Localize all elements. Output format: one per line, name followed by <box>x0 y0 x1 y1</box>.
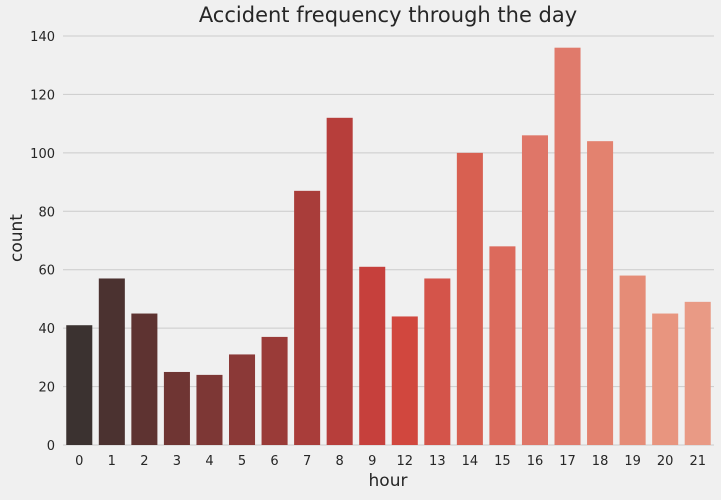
bar-hour-12 <box>391 316 418 445</box>
y-tick-label: 40 <box>38 322 55 337</box>
x-tick-label: 1 <box>108 454 116 469</box>
bars <box>66 47 711 446</box>
bar-hour-4 <box>196 374 223 445</box>
x-tick-label: 14 <box>462 454 479 469</box>
bar-hour-1 <box>98 278 125 445</box>
x-tick-label: 17 <box>559 454 576 469</box>
x-tick-label: 4 <box>205 454 213 469</box>
bar-hour-0 <box>66 325 93 445</box>
bar-hour-16 <box>521 135 548 446</box>
bar-hour-9 <box>359 266 386 445</box>
y-tick-label: 0 <box>47 439 55 454</box>
x-tick-label: 2 <box>140 454 148 469</box>
bar-hour-15 <box>489 246 516 445</box>
x-tick-label: 21 <box>689 454 706 469</box>
x-tick-label: 5 <box>238 454 246 469</box>
x-tick-label: 3 <box>173 454 181 469</box>
y-tick-label: 80 <box>38 205 55 220</box>
bar-hour-17 <box>554 47 581 445</box>
bar-hour-6 <box>261 336 288 445</box>
bar-hour-5 <box>229 354 256 445</box>
y-tick-label: 140 <box>30 30 55 45</box>
bar-hour-19 <box>619 275 646 445</box>
bar-hour-8 <box>326 117 353 446</box>
x-tick-label: 15 <box>494 454 511 469</box>
bar-hour-21 <box>684 301 711 445</box>
x-tick-label: 18 <box>592 454 609 469</box>
y-axis-label: count <box>7 214 27 262</box>
x-tick-label: 16 <box>527 454 544 469</box>
grid-lines <box>63 35 714 446</box>
y-tick-label: 100 <box>30 147 55 162</box>
bar-hour-18 <box>587 141 614 445</box>
x-tick-labels: 0 1 2 3 4 5 6 7 8 9 12 13 14 15 16 17 18 19 20 21 <box>75 454 706 469</box>
y-tick-label: 120 <box>30 88 55 103</box>
y-tick-labels: 0 20 40 60 80 100 120 140 <box>30 30 55 454</box>
x-tick-label: 19 <box>624 454 641 469</box>
chart-title: Accident frequency through the day <box>199 3 577 27</box>
x-tick-label: 12 <box>397 454 414 469</box>
bar-hour-13 <box>424 278 451 445</box>
x-tick-label: 0 <box>75 454 83 469</box>
x-tick-label: 8 <box>336 454 344 469</box>
x-tick-label: 9 <box>368 454 376 469</box>
x-tick-label: 7 <box>303 454 311 469</box>
bar-hour-7 <box>294 190 321 445</box>
y-tick-label: 20 <box>38 381 55 396</box>
y-tick-label: 60 <box>38 264 55 279</box>
bar-hour-2 <box>131 313 158 445</box>
x-axis-label: hour <box>369 471 408 491</box>
bar-hour-20 <box>652 313 679 445</box>
x-tick-label: 6 <box>270 454 278 469</box>
x-tick-label: 20 <box>657 454 674 469</box>
bar-hour-3 <box>163 371 190 445</box>
bar-hour-14 <box>456 152 483 445</box>
x-tick-label: 13 <box>429 454 446 469</box>
